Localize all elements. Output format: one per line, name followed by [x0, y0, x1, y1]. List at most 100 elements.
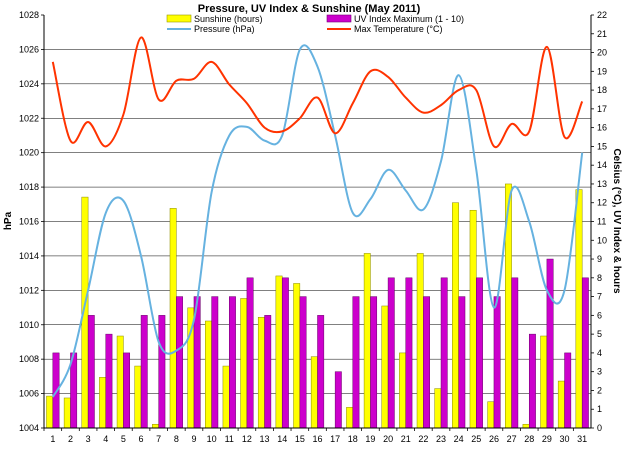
x-tick-label: 16 [312, 434, 322, 444]
y-right-tick-label: 1 [597, 404, 602, 414]
x-tick-label: 25 [471, 434, 481, 444]
x-tick-label: 22 [418, 434, 428, 444]
x-tick-label: 6 [139, 434, 144, 444]
x-tick-label: 9 [191, 434, 196, 444]
legend-swatch-uv [326, 14, 352, 23]
y-right-tick-label: 0 [597, 423, 602, 433]
y-right-tick-label: 12 [597, 198, 607, 208]
bar-sunshine [434, 388, 442, 429]
y-left-tick-label: 1018 [19, 182, 39, 192]
bar-sunshine [487, 401, 495, 429]
bar-uv [317, 315, 325, 429]
bar-uv [281, 277, 289, 429]
line-temperature [51, 36, 584, 149]
chart-title: Pressure, UV Index & Sunshine (May 2011) [198, 3, 421, 15]
legend-swatch-sunshine [166, 14, 192, 23]
x-tick-label: 31 [577, 434, 587, 444]
legend-label-uv: UV Index Maximum (1 - 10) [354, 14, 464, 24]
bar-uv [546, 258, 554, 429]
bar-sunshine [363, 253, 371, 429]
bar-uv [370, 296, 378, 429]
y-right-tick-label: 9 [597, 254, 602, 264]
y-right-tick-label: 11 [597, 217, 606, 227]
y-left-tick-label: 1016 [19, 217, 39, 227]
bar-uv [334, 371, 342, 429]
y-left-tick-label: 1028 [19, 10, 39, 20]
y-left-tick-label: 1024 [19, 79, 39, 89]
bar-sunshine [540, 335, 548, 429]
y-right-tick-label: 14 [597, 160, 607, 170]
line-pressure [51, 44, 584, 398]
bar-sunshine [381, 305, 389, 429]
x-tick-label: 18 [348, 434, 358, 444]
bar-sunshine [222, 365, 230, 429]
bar-sunshine [522, 423, 530, 429]
y-left-tick-label: 1014 [19, 251, 39, 261]
y-axis-right-title: Celsius (°C), UV Index & hours [611, 148, 622, 294]
legend-label-sunshine: Sunshine (hours) [194, 14, 263, 24]
bar-uv [440, 277, 448, 429]
y-right-tick-label: 3 [597, 367, 602, 377]
y-left-tick-label: 1006 [19, 389, 39, 399]
x-tick-label: 24 [454, 434, 464, 444]
x-tick-label: 30 [560, 434, 570, 444]
bar-uv [158, 315, 166, 429]
x-tick-label: 17 [330, 434, 340, 444]
axes [41, 14, 594, 431]
y-right-tick-label: 2 [597, 385, 602, 395]
y-left-tick-label: 1012 [19, 285, 39, 295]
bar-uv [476, 277, 483, 429]
bar-sunshine [399, 352, 406, 429]
bar-sunshine [469, 209, 477, 429]
bar-sunshine [46, 395, 54, 429]
y-right-tick-label: 19 [597, 66, 607, 76]
x-tick-label: 5 [121, 434, 126, 444]
x-tick-label: 23 [436, 434, 446, 444]
legend: Sunshine (hours) UV Index Maximum (1 - 1… [166, 14, 464, 34]
bar-uv [246, 277, 254, 429]
y-right-tick-label: 5 [597, 329, 602, 339]
bar-uv [581, 277, 589, 429]
bar-uv [264, 315, 272, 429]
bar-uv [229, 296, 236, 429]
bar-sunshine [557, 380, 565, 429]
y-right-tick-label: 13 [597, 179, 607, 189]
x-tick-label: 2 [68, 434, 73, 444]
bar-sunshine [416, 253, 424, 429]
bar-sunshine [169, 208, 177, 429]
bar-sunshine [257, 316, 265, 429]
bar-uv [405, 277, 413, 429]
x-tick-label: 4 [103, 434, 108, 444]
x-tick-label: 14 [277, 434, 287, 444]
bar-sunshine [240, 298, 248, 429]
x-tick-label: 3 [86, 434, 91, 444]
bar-sunshine [63, 397, 71, 429]
x-tick-label: 7 [156, 434, 161, 444]
y-right-tick-label: 18 [597, 85, 607, 95]
x-tick-label: 28 [524, 434, 534, 444]
bar-sunshine [452, 202, 459, 429]
legend-label-pressure: Pressure (hPa) [194, 24, 255, 34]
bar-uv [352, 296, 360, 429]
tick-labels: 1004100610081010101210141016101810201022… [19, 10, 607, 444]
bar-uv [493, 296, 501, 429]
x-tick-label: 21 [401, 434, 411, 444]
y-left-tick-label: 1010 [19, 320, 39, 330]
series-lines [51, 36, 584, 398]
bar-sunshine [346, 407, 354, 429]
y-left-tick-label: 1020 [19, 148, 39, 158]
bar-sunshine [310, 356, 318, 429]
bar-uv [123, 352, 131, 429]
y-right-tick-label: 10 [597, 235, 607, 245]
y-right-tick-label: 16 [597, 123, 607, 133]
y-right-tick-label: 7 [597, 292, 602, 302]
bar-sunshine [116, 335, 124, 429]
y-right-tick-label: 20 [597, 48, 607, 58]
x-tick-label: 13 [260, 434, 270, 444]
bar-sunshine [575, 189, 583, 429]
y-right-tick-label: 22 [597, 10, 607, 20]
y-right-tick-label: 4 [597, 348, 602, 358]
x-tick-label: 1 [50, 434, 55, 444]
bar-uv [423, 296, 430, 429]
